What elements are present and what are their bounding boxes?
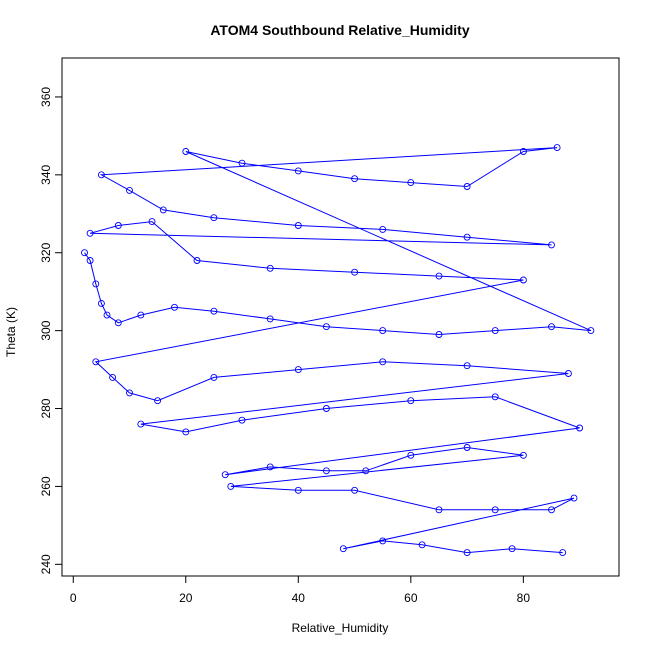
data-point (322, 405, 330, 412)
data-point (519, 451, 527, 459)
data-point (154, 397, 162, 405)
data-point (126, 186, 133, 194)
data-point (266, 463, 274, 471)
data-point (81, 249, 88, 257)
series-line (84, 147, 592, 554)
data-point (266, 315, 274, 323)
data-point (508, 545, 516, 553)
data-point (519, 148, 527, 155)
data-point (92, 358, 100, 366)
data-point (435, 331, 443, 338)
plot-frame (61, 57, 620, 577)
data-point (238, 159, 246, 167)
data-point (548, 323, 555, 331)
y-tick-label: 240 (39, 554, 53, 574)
plot-area (81, 144, 595, 557)
y-tick-label: 300 (39, 320, 53, 340)
data-point (227, 482, 235, 490)
data-point (103, 311, 111, 319)
data-point (463, 183, 471, 190)
series-group (81, 144, 595, 557)
data-point (407, 397, 415, 405)
data-point (97, 299, 105, 307)
data-point (182, 428, 190, 436)
data-point (193, 257, 201, 264)
data-point (407, 451, 415, 459)
data-point (148, 218, 156, 226)
data-point (548, 241, 555, 249)
data-point (553, 144, 561, 152)
y-tick-label: 360 (39, 87, 53, 107)
data-point (294, 222, 302, 229)
data-point (294, 167, 302, 175)
data-point (435, 272, 443, 280)
data-point (137, 311, 145, 319)
data-point (238, 416, 246, 424)
data-point (351, 175, 359, 183)
data-point (463, 362, 471, 370)
data-point (339, 545, 347, 553)
data-point (86, 257, 94, 264)
data-point (210, 214, 218, 222)
data-point (564, 370, 572, 377)
data-point (294, 366, 302, 374)
data-point (182, 148, 190, 155)
data-point (351, 268, 359, 276)
data-point (379, 537, 387, 545)
data-point (435, 506, 443, 514)
data-point (137, 420, 145, 428)
data-point (114, 319, 122, 327)
data-point (109, 373, 117, 381)
x-tick-label: 80 (517, 591, 531, 605)
y-tick-label: 260 (39, 476, 53, 496)
data-point (548, 506, 555, 514)
data-point (322, 467, 330, 475)
data-point (114, 222, 122, 229)
data-point (266, 264, 274, 272)
y-tick-label: 320 (39, 242, 53, 262)
chart-title: ATOM4 Southbound Relative_Humidity (210, 22, 469, 38)
data-point (351, 486, 359, 494)
x-tick-label: 0 (70, 591, 77, 605)
data-point (519, 276, 527, 284)
data-point (463, 444, 471, 451)
y-tick-label: 280 (39, 398, 53, 418)
x-tick-label: 60 (404, 591, 418, 605)
data-point (159, 206, 167, 214)
data-point (576, 424, 584, 432)
data-point (418, 541, 426, 549)
data-point (463, 549, 471, 557)
data-point (210, 373, 218, 381)
data-point (362, 467, 370, 475)
y-tick-label: 340 (39, 165, 53, 185)
x-tick-label: 20 (179, 591, 193, 605)
data-point (379, 225, 387, 233)
data-point (570, 494, 578, 502)
data-point (322, 323, 330, 331)
data-point (491, 327, 499, 335)
data-point (221, 471, 229, 479)
x-axis-label: Relative_Humidity (292, 621, 389, 635)
data-point (379, 327, 387, 335)
data-point (171, 303, 178, 311)
data-point (559, 549, 567, 557)
x-tick-label: 40 (292, 591, 306, 605)
data-point (463, 233, 471, 241)
data-point (379, 358, 387, 366)
data-point (491, 393, 499, 401)
y-axis-label: Theta (K) (4, 307, 18, 357)
data-point (92, 280, 100, 288)
data-point (294, 486, 302, 494)
data-point (407, 179, 415, 187)
data-point (126, 389, 133, 397)
data-point (97, 171, 105, 179)
data-point (491, 506, 499, 514)
data-point (587, 327, 595, 335)
data-point (210, 307, 218, 315)
data-point (86, 229, 94, 237)
